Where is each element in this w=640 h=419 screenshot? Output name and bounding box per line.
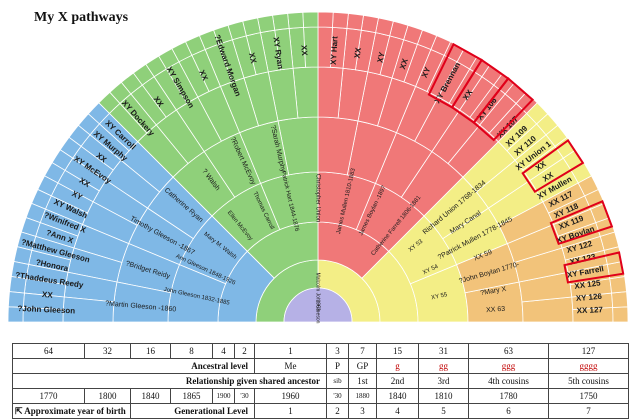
fan-segment xyxy=(317,66,344,119)
year-cell: 1780 xyxy=(468,388,549,404)
count-cell: 31 xyxy=(418,343,469,359)
count-cell: 8 xyxy=(170,343,213,359)
relationship-cell: sib xyxy=(326,373,349,389)
ancestor-label: ?Mary X xyxy=(480,286,507,297)
row-generational-level: ⇱ Approximate year of birth Generational… xyxy=(12,403,629,419)
generational-level-label: Generational Level xyxy=(130,403,255,419)
year-cell: '30 xyxy=(326,388,349,404)
year-cell: 1810 xyxy=(418,388,469,404)
x-pathway-highlight xyxy=(563,251,625,284)
approx-birth-text: Approximate year of birth xyxy=(24,405,126,416)
ancestor-label: XX 127 xyxy=(576,305,603,315)
year-cell: 1770 xyxy=(12,388,85,404)
relationship-cell: 4th cousins xyxy=(468,373,549,389)
row-ancestor-counts: 64 32 16 8 4 2 1 3 7 15 31 63 127 xyxy=(12,343,629,359)
center-name: Malcolm John Gleeson xyxy=(315,273,321,324)
ancestor-label: XY Hart xyxy=(329,36,340,66)
count-cell: 3 xyxy=(326,343,349,359)
ancestor-label: XY xyxy=(420,65,433,79)
fan-segment xyxy=(317,11,334,28)
count-cell: 7 xyxy=(348,343,377,359)
level-cell: P xyxy=(326,358,349,374)
ancestor-label: XY 126 xyxy=(575,292,602,303)
fan-segment xyxy=(302,11,319,28)
ancestor-label: XX xyxy=(247,52,258,65)
year-cell: 1960 xyxy=(254,388,327,404)
generation-cell: 1 xyxy=(254,403,327,419)
ancestor-label: Christopher Union xyxy=(314,174,320,222)
relationship-cell: 5th cousins xyxy=(548,373,629,389)
count-cell: 16 xyxy=(130,343,171,359)
fan-segment xyxy=(611,291,629,308)
arrow-icon: ⇱ xyxy=(15,405,25,416)
fan-segment xyxy=(287,11,304,29)
x-pathway-highlight xyxy=(549,199,614,246)
ancestor-label: XX xyxy=(299,45,309,57)
count-cell: 127 xyxy=(548,343,629,359)
level-cell: g xyxy=(376,358,419,374)
year-cell: 1865 xyxy=(170,388,213,404)
row-relationship: Relationship given shared ancestor sib 1… xyxy=(12,373,629,389)
fan-segment xyxy=(360,14,379,34)
center-year: 1963- xyxy=(315,300,321,313)
generation-cell: 7 xyxy=(548,403,629,419)
ancestor-label: XX xyxy=(197,69,210,83)
ancestor-label: XX 125 xyxy=(574,278,602,291)
level-cell: gg xyxy=(418,358,469,374)
count-cell: 32 xyxy=(84,343,131,359)
fan-segment xyxy=(612,306,629,323)
year-cell: 1800 xyxy=(84,388,131,404)
count-cell: 15 xyxy=(376,343,419,359)
ancestor-label: XX 63 xyxy=(486,306,506,314)
row-ancestral-level: Ancestral level Me P GP g gg ggg gggg xyxy=(12,358,629,374)
year-cell: 1880 xyxy=(348,388,377,404)
year-cell: 1840 xyxy=(376,388,419,404)
generation-cell: 6 xyxy=(468,403,549,419)
generation-table: 64 32 16 8 4 2 1 3 7 15 31 63 127 Ancest… xyxy=(12,343,629,419)
ancestral-level-label: Ancestral level xyxy=(12,358,255,374)
fan-segment xyxy=(7,306,24,323)
relationship-cell: 3rd xyxy=(418,373,469,389)
ancestor-label: XX xyxy=(398,57,410,71)
ancestor-label: ?John Gleeson xyxy=(17,304,75,316)
generation-cell: 3 xyxy=(348,403,377,419)
relationship-cell: 1st xyxy=(348,373,377,389)
approx-birth-label: ⇱ Approximate year of birth xyxy=(12,403,131,419)
count-cell: 64 xyxy=(12,343,85,359)
year-cell: 1840 xyxy=(130,388,171,404)
year-cell: 1900 xyxy=(212,388,235,404)
year-cell: 1750 xyxy=(548,388,629,404)
fan-segment xyxy=(609,276,627,294)
level-cell: gggg xyxy=(548,358,629,374)
center-segment xyxy=(283,287,353,323)
level-cell: GP xyxy=(348,358,377,374)
relationship-label: Relationship given shared ancestor xyxy=(12,373,327,389)
fan-segment xyxy=(332,11,349,29)
fan-segment xyxy=(346,13,364,31)
count-cell: 2 xyxy=(234,343,255,359)
page-title: My X pathways xyxy=(34,10,129,25)
generation-cell: 2 xyxy=(326,403,349,419)
year-cell: '30 xyxy=(234,388,255,404)
count-cell: 63 xyxy=(468,343,549,359)
ancestor-label: XX xyxy=(42,290,54,300)
relationship-cell: 2nd xyxy=(376,373,419,389)
ancestor-label: XX xyxy=(353,46,364,59)
ancestor-label: XY xyxy=(375,51,386,64)
count-cell: 1 xyxy=(254,343,327,359)
fan-segment xyxy=(272,13,290,31)
row-birth-years: 1770 1800 1840 1865 1900 '30 1960 '30 18… xyxy=(12,388,629,404)
ancestor-label: XY 55 xyxy=(431,292,449,301)
x-pathway-highlight xyxy=(521,138,585,194)
x-pathway-highlight xyxy=(472,77,535,142)
generation-cell: 5 xyxy=(418,403,469,419)
level-cell: ggg xyxy=(468,358,549,374)
level-cell: Me xyxy=(254,358,327,374)
count-cell: 4 xyxy=(212,343,235,359)
generation-cell: 4 xyxy=(376,403,419,419)
